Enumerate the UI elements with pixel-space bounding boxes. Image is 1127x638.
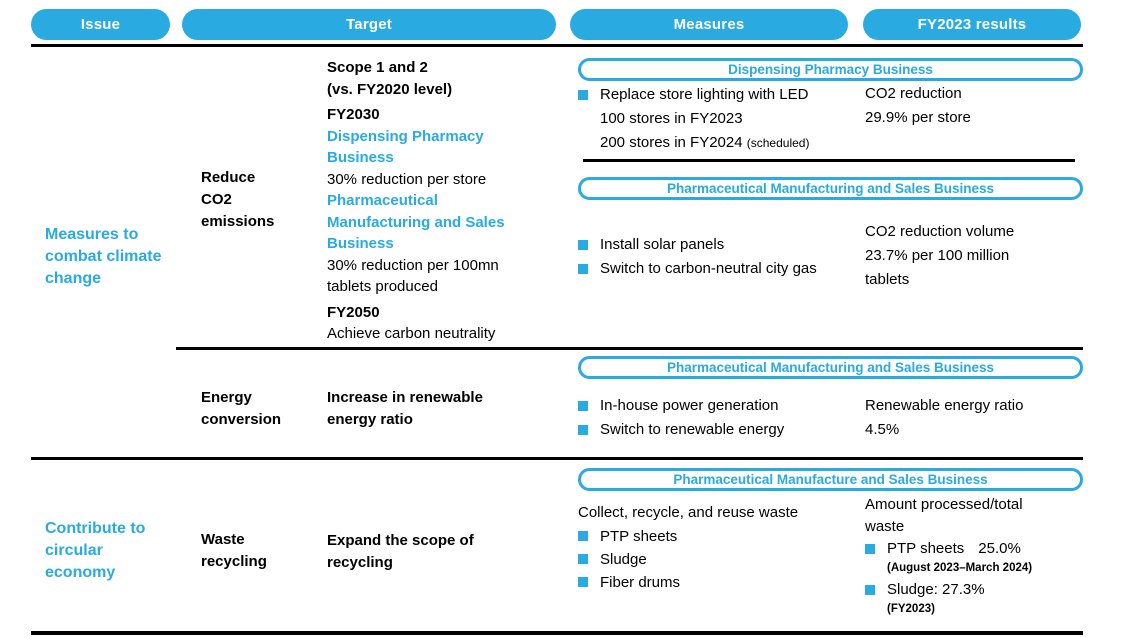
result-ptp-note: (August 2023–March 2024) <box>887 562 1033 574</box>
banner-dispensing-pharmacy: Dispensing Pharmacy Business <box>578 58 1083 81</box>
measure-led-line1: Replace store lighting with LED <box>600 86 809 103</box>
bullet-square-icon <box>578 264 588 274</box>
target-pharma-business: Pharmaceutical Manufacturing and Sales B… <box>327 192 505 252</box>
result-waste-intro: Amount processed/total waste <box>865 496 1023 535</box>
bullet-square-icon <box>578 90 588 100</box>
list-item: Install solar panels <box>578 233 863 257</box>
bottom-divider <box>31 631 1083 635</box>
target-dispensing-business: Dispensing Pharmacy Business <box>327 127 484 167</box>
measures-energy: In-house power generation Switch to rene… <box>578 394 863 442</box>
list-item: Replace store lighting with LED <box>578 83 863 107</box>
measure-inhouse-power: In-house power generation <box>600 397 779 414</box>
measure-led-line2: 100 stores in FY2023 <box>600 110 743 127</box>
result-sludge-note: (FY2023) <box>887 603 935 615</box>
circular-section-divider <box>31 457 1083 460</box>
column-header-measures: Measures <box>570 9 848 40</box>
target-energy: Increase in renewable energy ratio <box>327 389 483 428</box>
bullet-square-icon <box>578 531 588 541</box>
list-item: Switch to carbon-neutral city gas <box>578 257 863 281</box>
column-header-target: Target <box>182 9 556 40</box>
bullet-square-icon <box>578 554 588 564</box>
list-item: Fiber drums <box>578 571 868 594</box>
result-pharma-co2: CO2 reduction volume 23.7% per 100 milli… <box>865 223 1015 288</box>
result-energy: Renewable energy ratio 4.5% <box>865 397 1024 438</box>
list-item: PTP sheets 25.0% <box>865 538 1095 560</box>
measures-dispensing: Replace store lighting with LED 100 stor… <box>578 83 863 155</box>
measure-led-line3-main: 200 stores in FY2024 <box>600 134 747 151</box>
target-dispensing-goal: 30% reduction per store <box>327 170 487 188</box>
header-divider <box>31 44 1083 47</box>
column-header-results: FY2023 results <box>863 9 1081 40</box>
energy-row-divider <box>176 347 1083 350</box>
bullet-square-icon <box>578 240 588 250</box>
bullet-square-icon <box>578 577 588 587</box>
measure-led-line3: 200 stores in FY2024 (scheduled) <box>600 131 863 155</box>
result-ptp-label: PTP sheets <box>887 540 965 557</box>
result-sludge-label: Sludge: 27.3% <box>887 581 985 598</box>
measure-solar: Install solar panels <box>600 236 725 253</box>
list-item: Switch to renewable energy <box>578 418 863 442</box>
topic-waste-recycling: Waste recycling <box>201 531 267 570</box>
target-pharma-goal: 30% reduction per 100mn tablets produced <box>327 256 499 296</box>
target-fy2050-goal: Achieve carbon neutrality <box>327 325 496 342</box>
list-item: PTP sheets <box>578 525 868 548</box>
list-item: Sludge <box>578 548 868 571</box>
result-dispensing: CO2 reduction 29.9% per store <box>865 85 971 126</box>
bullet-square-icon <box>865 585 875 595</box>
target-fy2030: FY2030 <box>327 106 380 123</box>
result-ptp-value: 25.0% <box>978 540 1021 557</box>
measures-pharma-co2: Install solar panels Switch to carbon-ne… <box>578 233 863 281</box>
measure-led-line3-note: (scheduled) <box>746 136 810 150</box>
target-fy2050: FY2050 <box>327 303 380 321</box>
measure-ptp-sheets: PTP sheets <box>600 528 678 545</box>
topic-energy-conversion: Energy conversion <box>201 389 282 428</box>
topic-reduce-co2: Reduce CO2 emissions <box>201 169 275 230</box>
measures-inner-divider <box>583 159 1075 162</box>
banner-pharma-manufacture-waste: Pharmaceutical Manufacture and Sales Bus… <box>578 468 1083 491</box>
bullet-square-icon <box>578 425 588 435</box>
measure-renewable-switch: Switch to renewable energy <box>600 421 785 438</box>
measures-waste: Collect, recycle, and reuse waste PTP sh… <box>578 501 868 594</box>
issue-climate: Measures to combat climate change <box>45 226 162 287</box>
results-waste: Amount processed/total waste PTP sheets … <box>865 494 1095 620</box>
target-co2-block: Scope 1 and 2 (vs. FY2020 level) FY2030 … <box>327 57 567 345</box>
bullet-square-icon <box>865 544 875 554</box>
target-recycling: Expand the scope of recycling <box>327 532 474 571</box>
target-scope: Scope 1 and 2 (vs. FY2020 level) <box>327 59 453 98</box>
banner-pharma-manufacturing-co2: Pharmaceutical Manufacturing and Sales B… <box>578 177 1083 200</box>
issue-circular: Contribute to circular economy <box>45 520 146 581</box>
list-item: Sludge: 27.3% <box>865 579 1095 601</box>
column-header-issue: Issue <box>31 9 170 40</box>
measure-sludge: Sludge <box>600 551 647 568</box>
list-item: In-house power generation <box>578 394 863 418</box>
bullet-square-icon <box>578 401 588 411</box>
measure-fiber-drums: Fiber drums <box>600 574 681 591</box>
measure-waste-intro: Collect, recycle, and reuse waste <box>578 504 799 521</box>
measure-city-gas: Switch to carbon-neutral city gas <box>600 260 817 277</box>
banner-pharma-manufacturing-energy: Pharmaceutical Manufacturing and Sales B… <box>578 356 1083 379</box>
